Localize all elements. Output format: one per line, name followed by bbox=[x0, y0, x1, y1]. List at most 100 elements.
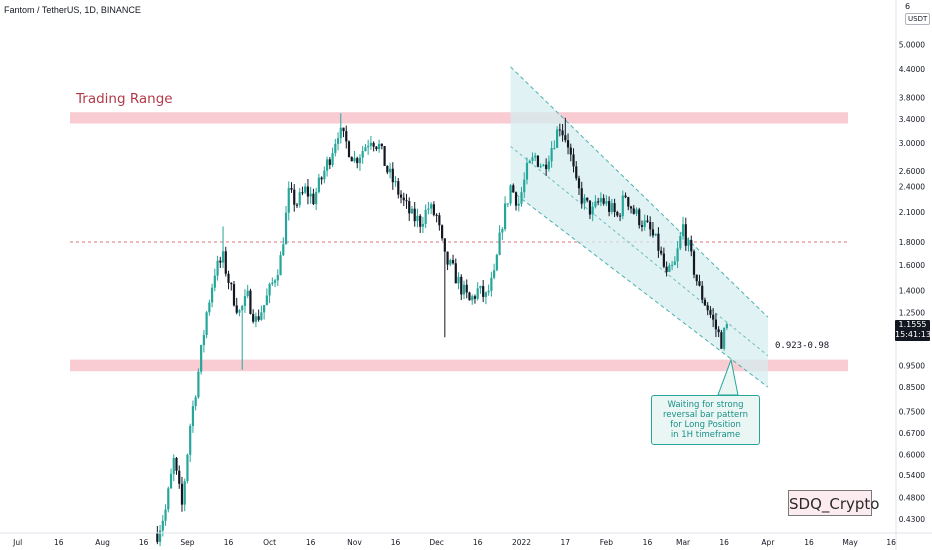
candle-body bbox=[498, 232, 501, 255]
candle-body bbox=[709, 310, 712, 315]
candle-body bbox=[221, 251, 225, 263]
candle-body bbox=[427, 208, 430, 210]
price-tick-label: 1.6000 bbox=[899, 261, 925, 270]
candle-body bbox=[640, 225, 644, 227]
candle-body bbox=[597, 201, 600, 203]
candle-body bbox=[698, 281, 701, 286]
candle-body bbox=[687, 239, 690, 246]
price-tick-label: 2.4000 bbox=[899, 182, 925, 191]
candle-body bbox=[438, 215, 441, 226]
candle-body bbox=[605, 201, 608, 204]
candle-body bbox=[383, 146, 386, 166]
callout-note[interactable]: Waiting for strong reversal bar pattern … bbox=[651, 395, 760, 445]
time-tick-label: Apr bbox=[761, 538, 775, 547]
callout-line: reversal bar pattern bbox=[662, 410, 749, 420]
candle-body bbox=[183, 481, 186, 505]
time-tick-label: 16 bbox=[306, 538, 316, 547]
price-tick-label: 0.8500 bbox=[899, 383, 925, 392]
candle-body bbox=[484, 292, 488, 297]
candle-body bbox=[364, 147, 367, 152]
candle-body bbox=[331, 153, 334, 165]
candle-body bbox=[602, 198, 605, 204]
candle-body bbox=[375, 146, 378, 149]
candle-body bbox=[232, 284, 236, 306]
candle-body bbox=[202, 335, 205, 346]
candle-body bbox=[501, 229, 504, 233]
candle-body bbox=[476, 288, 479, 299]
candle-body bbox=[454, 263, 457, 284]
candle-body bbox=[509, 185, 512, 204]
candle-body bbox=[482, 286, 485, 297]
channel-middle-line bbox=[510, 145, 769, 357]
price-tick-label: 2.1000 bbox=[899, 208, 925, 217]
candle-body bbox=[205, 312, 208, 336]
unit-badge[interactable]: USDT bbox=[905, 13, 931, 25]
candle-body bbox=[158, 530, 162, 542]
time-tick-label: Aug bbox=[95, 538, 110, 547]
candle-body bbox=[503, 203, 507, 230]
candle-body bbox=[586, 197, 589, 201]
candle-body bbox=[462, 284, 466, 295]
candle-body bbox=[413, 208, 416, 222]
time-tick-label: 16 bbox=[804, 538, 814, 547]
candle-body bbox=[512, 185, 515, 193]
candle-body bbox=[725, 324, 728, 329]
candle-body bbox=[287, 187, 290, 213]
candle-body bbox=[566, 140, 570, 148]
candle-body bbox=[273, 280, 277, 283]
candle-body bbox=[246, 290, 249, 297]
candle-body bbox=[323, 170, 326, 180]
axis-top-value: 6 bbox=[905, 2, 911, 11]
time-tick-label: Feb bbox=[600, 538, 614, 547]
candle-body bbox=[457, 276, 460, 284]
candle-body bbox=[440, 225, 444, 239]
candle-body bbox=[397, 181, 400, 195]
candle-body bbox=[290, 187, 293, 190]
candle-body bbox=[189, 425, 192, 455]
candle-body bbox=[547, 161, 550, 170]
candle-body bbox=[539, 166, 542, 168]
candle-body bbox=[295, 204, 299, 206]
candle-body bbox=[471, 296, 474, 301]
callout-line: for Long Position bbox=[670, 420, 741, 430]
candle-body bbox=[339, 127, 342, 139]
candle-body bbox=[679, 236, 682, 249]
candle-body bbox=[638, 209, 641, 226]
candle-body bbox=[367, 145, 370, 148]
time-tick-label: 16 bbox=[719, 538, 729, 547]
candle-body bbox=[468, 292, 471, 301]
candle-body bbox=[194, 397, 197, 407]
candle-body bbox=[635, 209, 638, 214]
candle-body bbox=[388, 168, 392, 173]
candle-body bbox=[720, 332, 723, 349]
candle-body bbox=[599, 198, 603, 203]
candle-body bbox=[717, 329, 720, 333]
candle-body bbox=[624, 195, 627, 198]
candle-body bbox=[545, 164, 548, 170]
candle-body bbox=[627, 197, 630, 207]
candle-body bbox=[621, 195, 624, 217]
candle-body bbox=[380, 143, 383, 147]
candle-body bbox=[575, 166, 578, 179]
time-tick-label: 16 bbox=[473, 538, 483, 547]
candle-body bbox=[451, 260, 455, 264]
price-tick-label: 0.6000 bbox=[899, 451, 925, 460]
candle-body bbox=[304, 186, 307, 193]
candle-body bbox=[315, 192, 318, 205]
candles-group bbox=[156, 113, 728, 547]
last-price-value: 1.1555 bbox=[898, 320, 927, 329]
time-tick-label: Mar bbox=[676, 538, 691, 547]
candle-body bbox=[443, 238, 446, 252]
candle-body bbox=[276, 275, 279, 281]
channel-upper-line bbox=[510, 66, 769, 318]
time-tick-label: Oct bbox=[263, 538, 276, 547]
candle-body bbox=[681, 224, 685, 237]
candle-body bbox=[553, 147, 556, 149]
candle-body bbox=[416, 215, 419, 222]
candle-body bbox=[706, 305, 709, 311]
candle-body bbox=[673, 261, 676, 265]
candle-body bbox=[435, 214, 438, 216]
candle-body bbox=[473, 296, 477, 299]
